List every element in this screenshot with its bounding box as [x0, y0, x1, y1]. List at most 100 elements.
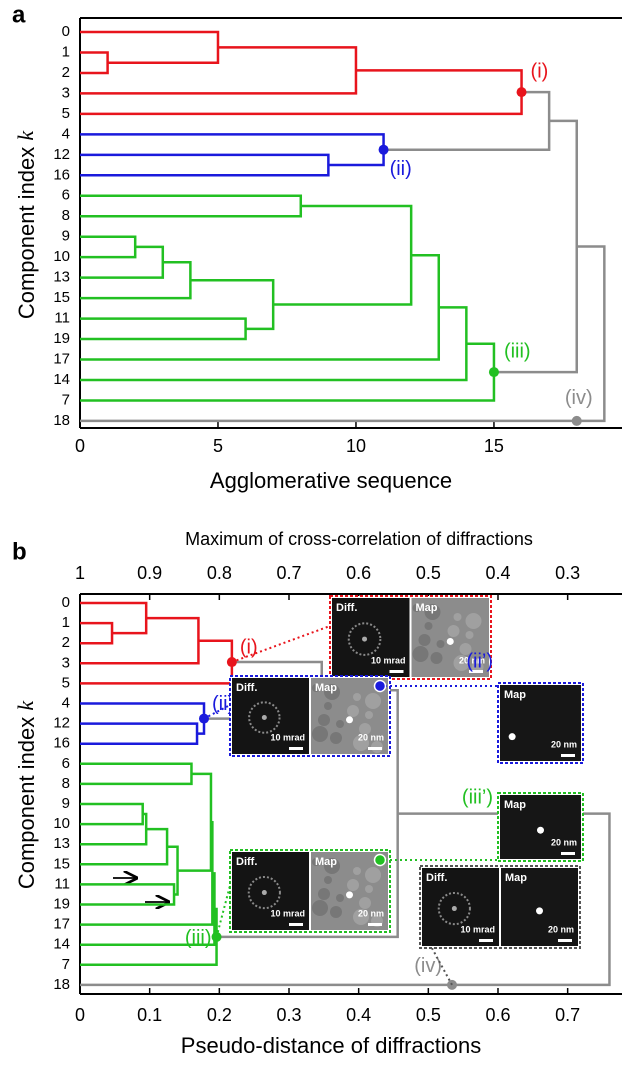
x-axis-label: Pseudo-distance of diffractions — [181, 1033, 481, 1058]
texture — [353, 867, 361, 875]
dendrogram-link — [80, 618, 198, 663]
y-tick-label: 12 — [53, 715, 70, 732]
annotation-label: (iv) — [565, 387, 593, 409]
y-tick-label: 1 — [62, 614, 70, 631]
x2-tick-label: 0.9 — [137, 563, 162, 583]
page: {"chart_data": [ {"type": "dendrogram", … — [0, 0, 624, 1072]
y-tick-label: 0 — [62, 594, 70, 611]
y-tick-label: 19 — [53, 895, 70, 912]
texture — [318, 888, 330, 900]
y-tick-label: 10 — [53, 248, 70, 265]
diffraction-center — [262, 890, 267, 895]
y-tick-label: 9 — [62, 795, 70, 812]
x-tick-label: 5 — [213, 436, 223, 456]
texture — [365, 693, 381, 709]
x-tick-label: 0.3 — [276, 1005, 301, 1025]
x2-tick-label: 0.3 — [555, 563, 580, 583]
diffraction-center — [262, 715, 267, 720]
y-tick-label: 18 — [53, 976, 70, 993]
bright-spot — [537, 827, 544, 834]
texture — [359, 897, 371, 909]
texture — [365, 867, 381, 883]
x2-tick-label: 0.5 — [416, 563, 441, 583]
annotation-label: (i) — [240, 636, 258, 658]
scale-bar — [368, 923, 382, 926]
inset-tile-label: Diff. — [236, 682, 257, 694]
annotation-dot — [489, 367, 499, 377]
inset-label: (iii’) — [462, 786, 493, 808]
dendrogram-link — [80, 262, 190, 298]
dendrogram-link — [167, 847, 177, 895]
texture — [454, 613, 462, 621]
scale-bar — [368, 747, 382, 750]
scale-bar — [289, 747, 303, 750]
y-tick-label: 2 — [62, 634, 70, 651]
dendrogram-link — [80, 196, 301, 216]
bright-spot — [536, 907, 543, 914]
annotation-label: (i) — [531, 60, 549, 82]
x-tick-label: 0 — [75, 436, 85, 456]
x2-tick-label: 0.7 — [276, 563, 301, 583]
x-tick-label: 0.2 — [207, 1005, 232, 1025]
annotation-dot — [379, 145, 389, 155]
x2-tick-label: 1 — [75, 563, 85, 583]
inset-tile-label: Map — [315, 682, 337, 694]
x-tick-label: 15 — [484, 436, 504, 456]
x-axis-label: Agglomerative sequence — [210, 468, 452, 493]
scale-bar — [479, 939, 493, 942]
texture — [330, 906, 342, 918]
dendrogram-link — [80, 246, 604, 420]
dendrogram-link — [494, 121, 577, 372]
texture — [419, 634, 431, 646]
dendrogram-link — [190, 280, 273, 329]
y-tick-label: 14 — [53, 936, 70, 953]
x-tick-label: 0.5 — [416, 1005, 441, 1025]
inset-tile-label: Map — [504, 689, 526, 701]
dendrogram-link — [80, 814, 146, 844]
texture — [324, 876, 332, 884]
y-tick-label: 10 — [53, 815, 70, 832]
dendrogram-link — [80, 764, 191, 784]
texture — [431, 652, 443, 664]
dendrogram-link — [80, 70, 522, 113]
y-tick-label: 11 — [54, 875, 70, 892]
diffraction-center — [362, 637, 367, 642]
scale-bar — [390, 670, 404, 673]
bright-spot — [447, 638, 454, 645]
inset-scale-label: 20 nm — [551, 739, 577, 749]
y-tick-label: 4 — [62, 694, 70, 711]
dendrogram-link — [80, 32, 218, 63]
y-tick-label: 6 — [62, 187, 70, 204]
panel-label: b — [12, 538, 27, 565]
texture — [336, 720, 344, 728]
inset-scale-label: 20 nm — [358, 732, 384, 742]
y-tick-label: 15 — [53, 855, 70, 872]
texture — [347, 705, 359, 717]
dendrogram-link — [80, 829, 167, 864]
y-tick-label: 15 — [53, 289, 70, 306]
diffraction-center — [452, 906, 457, 911]
y-tick-label: 8 — [62, 775, 70, 792]
texture — [365, 711, 373, 719]
x2-tick-label: 0.6 — [346, 563, 371, 583]
dendrogram-link — [80, 134, 384, 165]
bright-spot — [346, 891, 353, 898]
inset-scale-label: 10 mrad — [371, 655, 406, 665]
dendrogram-link — [80, 804, 143, 824]
bright-spot — [509, 733, 516, 740]
x-tick-label: 0.4 — [346, 1005, 371, 1025]
x-tick-label: 0.7 — [555, 1005, 580, 1025]
dendrogram-link — [80, 155, 328, 175]
y-tick-label: 5 — [62, 105, 70, 122]
dendrogram-link — [80, 52, 108, 72]
texture — [312, 726, 328, 742]
y-tick-label: 16 — [53, 735, 70, 752]
y-axis-label-var: k — [13, 700, 38, 711]
y-axis-label: Component index k — [13, 130, 39, 320]
inset-scale-label: 20 nm — [358, 908, 384, 918]
dendrogram-link — [80, 623, 112, 643]
inset-scale-label: 10 mrad — [270, 732, 305, 742]
dendrogram-link — [80, 344, 494, 401]
dendrogram-link — [80, 724, 197, 744]
scale-bar — [561, 754, 575, 757]
